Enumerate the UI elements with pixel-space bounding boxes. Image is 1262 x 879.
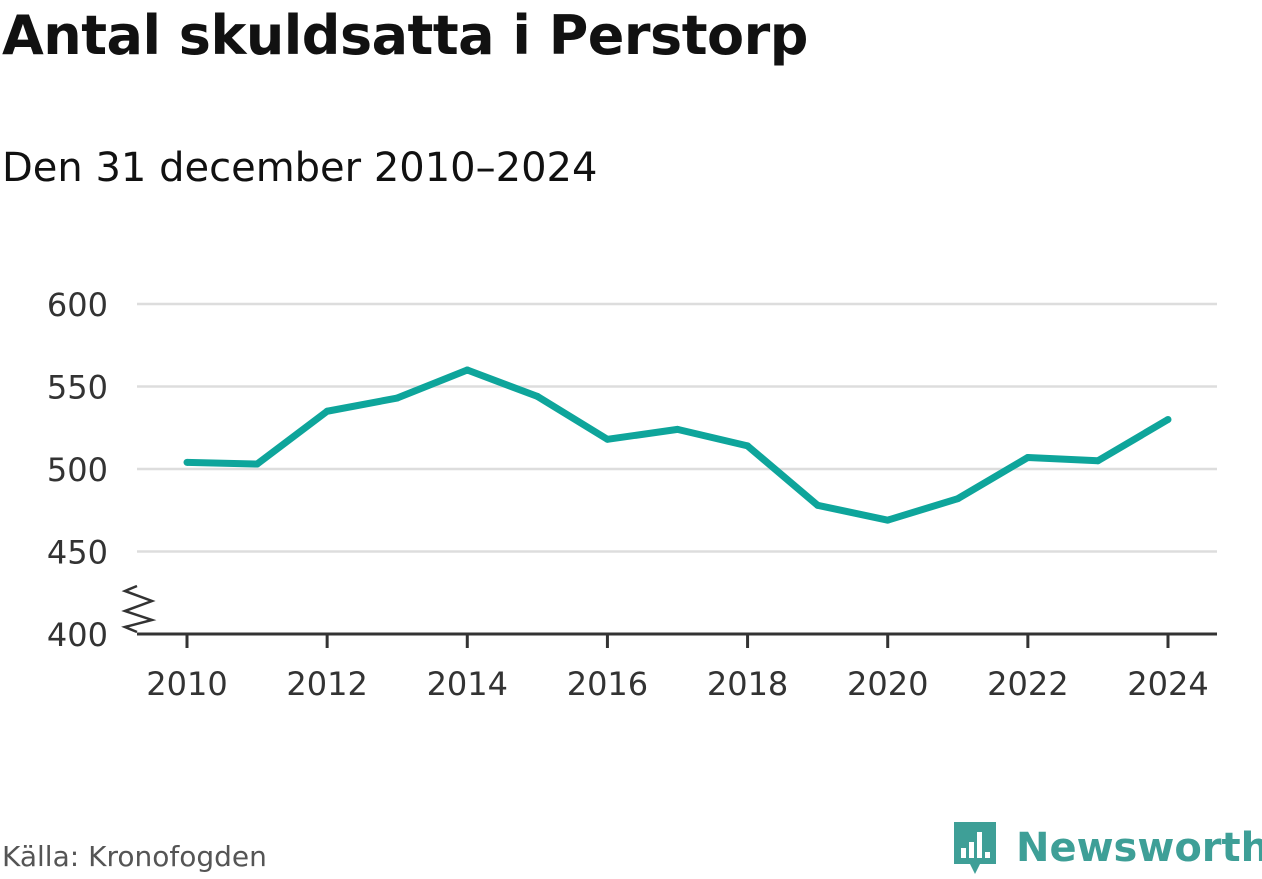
chart-subtitle: Den 31 december 2010–2024 xyxy=(2,145,598,191)
y-tick-label-550: 550 xyxy=(47,369,108,407)
x-tick-label-2024: 2024 xyxy=(1127,665,1208,703)
series-line-0 xyxy=(186,366,1170,524)
data-point-2024 xyxy=(1164,416,1172,423)
x-tick-label-2018: 2018 xyxy=(707,665,788,703)
x-tick-label-2020: 2020 xyxy=(847,665,928,703)
data-point-2016 xyxy=(603,435,611,443)
y-tick-label-450: 450 xyxy=(47,534,108,572)
newsworthy-logo-icon xyxy=(954,822,996,874)
y-tick-label-500: 500 xyxy=(47,451,108,489)
y-tick-label-400: 400 xyxy=(47,616,108,654)
x-tick-label-2012: 2012 xyxy=(286,665,367,703)
y-axis-ticks: 400 450 500 550 600 xyxy=(47,286,108,654)
data-point-2022 xyxy=(1024,453,1032,461)
data-point-2011 xyxy=(253,460,261,468)
data-point-2020 xyxy=(884,516,892,524)
data-point-2015 xyxy=(533,392,541,400)
chart-title: Antal skuldsatta i Perstorp xyxy=(2,4,808,67)
data-point-2023 xyxy=(1094,457,1102,465)
x-tick-label-2010: 2010 xyxy=(146,665,227,703)
data-point-2010 xyxy=(183,458,191,466)
data-point-2019 xyxy=(814,501,822,509)
y-tick-label-600: 600 xyxy=(47,286,108,324)
data-point-2018 xyxy=(744,442,752,450)
data-point-2012 xyxy=(323,407,331,415)
brand-logo: Newsworthy xyxy=(950,818,1262,878)
series-group xyxy=(183,366,1172,524)
data-point-2014 xyxy=(463,366,471,374)
x-tick-label-2016: 2016 xyxy=(567,665,648,703)
grid-lines xyxy=(137,302,1217,553)
source-note: Källa: Kronofogden xyxy=(2,840,267,873)
data-point-2013 xyxy=(393,394,401,402)
data-point-2021 xyxy=(954,495,962,503)
x-tick-label-2022: 2022 xyxy=(987,665,1068,703)
axis-break-marker xyxy=(121,584,157,634)
brand-name: Newsworthy xyxy=(1016,825,1262,871)
x-axis: 2010 2012 2014 2016 2018 2020 2022 2024 xyxy=(121,584,1217,703)
data-point-2017 xyxy=(674,425,681,433)
x-tick-label-2014: 2014 xyxy=(427,665,508,703)
